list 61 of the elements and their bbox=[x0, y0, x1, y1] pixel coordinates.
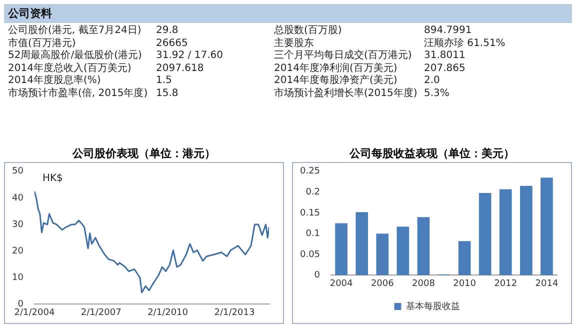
text: 31.8011 bbox=[424, 50, 466, 62]
chart-title: 公司股价表现（单位：港元） bbox=[71, 146, 216, 162]
chart-title: 公司每股收益表现（单位：美元） bbox=[348, 146, 516, 162]
text: 31.92 / 17.60 bbox=[156, 50, 224, 62]
text: 15.8 bbox=[156, 88, 180, 100]
text: 2.0 bbox=[424, 75, 441, 88]
y-tick-label: 0.05 bbox=[300, 250, 320, 260]
x-tick-label: 2014 bbox=[535, 278, 558, 289]
text: 汪顺亦珍 61.51% bbox=[424, 38, 506, 50]
y-tick-label: 0 bbox=[18, 300, 24, 310]
text: 主要股东 bbox=[274, 38, 315, 50]
y-tick-label: 0 bbox=[314, 270, 320, 281]
text: 2014年度净利润(百万美元) bbox=[274, 62, 398, 74]
text: 公司资料 bbox=[4, 4, 572, 23]
y-tick-label: 50 bbox=[12, 166, 24, 177]
y-tick-label: 0.25 bbox=[300, 166, 320, 177]
text: 2014年度每股净资产(美元) bbox=[274, 75, 398, 88]
bar bbox=[478, 192, 492, 276]
x-tick-label: 2008 bbox=[412, 278, 436, 289]
y-tick-label: 30 bbox=[12, 220, 24, 230]
x-tick-label: 2/1/2010 bbox=[148, 308, 188, 318]
text: 207.865 bbox=[424, 62, 466, 75]
text: 市值(百万港元) bbox=[8, 38, 77, 50]
y-tick-label: 20 bbox=[12, 246, 24, 256]
y-tick-label: 0.1 bbox=[306, 229, 320, 240]
annotation: HK$ bbox=[42, 172, 63, 184]
bar bbox=[356, 212, 368, 276]
x-tick-label: 2/1/2007 bbox=[80, 308, 122, 318]
x-tick-label: 2006 bbox=[370, 278, 394, 289]
text: 894.7991 bbox=[424, 25, 473, 38]
y-tick-label: 10 bbox=[12, 272, 24, 283]
x-tick-label: 2004 bbox=[330, 278, 354, 289]
y-tick-label: 0.15 bbox=[300, 208, 320, 218]
text: 1.5 bbox=[156, 75, 173, 88]
bar bbox=[520, 186, 532, 276]
text: 29.8 bbox=[156, 25, 180, 38]
bar bbox=[396, 226, 410, 276]
bar bbox=[417, 217, 430, 276]
x-tick-label: 2012 bbox=[494, 278, 518, 289]
text: 市场预计市盈率(倍, 2015年度) bbox=[8, 88, 149, 100]
bar bbox=[376, 234, 389, 276]
bar bbox=[499, 189, 512, 276]
bar bbox=[540, 178, 553, 276]
text: 52周最高股价/最低股价(港元) bbox=[8, 50, 143, 62]
text: 市场预计盈利增长率(2015年度) bbox=[274, 88, 418, 100]
legend-label: 基本每股收益 bbox=[406, 300, 460, 312]
x-tick-label: 2/1/2004 bbox=[14, 308, 55, 318]
text: 总股数(百万股) bbox=[274, 25, 343, 38]
y-tick-label: 40 bbox=[12, 193, 24, 204]
x-tick-label: 2010 bbox=[453, 278, 476, 289]
text: 2097.618 bbox=[156, 62, 205, 75]
text: 2014年度股息率(%) bbox=[8, 75, 102, 88]
text: 26665 bbox=[156, 38, 189, 50]
bar bbox=[458, 241, 471, 276]
text: 2014年度总收入(百万美元) bbox=[8, 62, 132, 74]
y-tick-label: 0.2 bbox=[306, 188, 320, 198]
text: 公司股价(港元, 截至7月24日) bbox=[8, 25, 142, 38]
bar bbox=[335, 223, 348, 276]
text: 5.3% bbox=[424, 88, 450, 100]
text: 三个月平均每日成交(百万港元) bbox=[274, 50, 413, 62]
x-tick-label: 2/1/2013 bbox=[214, 308, 255, 318]
